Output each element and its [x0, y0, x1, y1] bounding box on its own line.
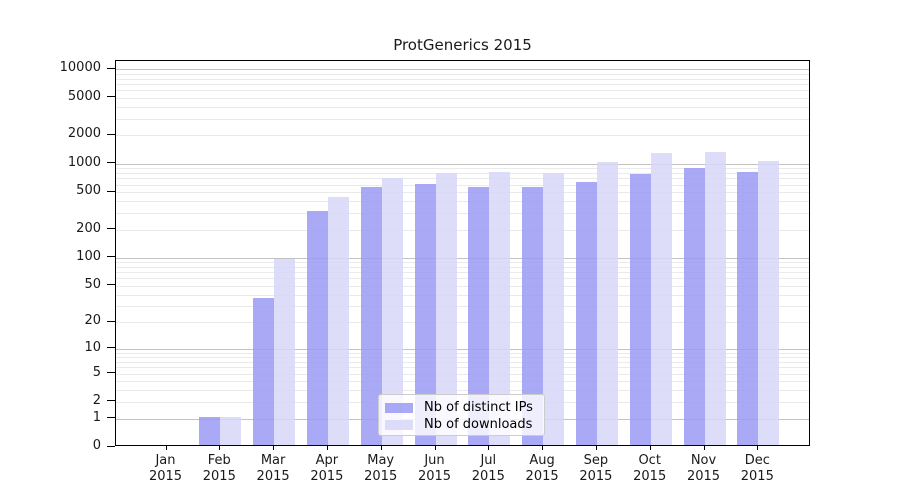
y-tick-label: 2000: [67, 126, 101, 142]
x-tick-label: Nov 2015: [686, 453, 721, 484]
y-tick-mark: [107, 417, 115, 419]
y-tick-label: 5000: [67, 88, 101, 104]
y-tick-label: 0: [92, 438, 101, 453]
y-tick-mark: [107, 320, 115, 322]
y-tick-label: 50: [84, 276, 101, 292]
bar-oct-downloads: [650, 153, 672, 445]
y-tick-label: 100: [76, 248, 101, 264]
y-tick-label: 1: [92, 409, 101, 425]
x-tick-label: May 2015: [364, 453, 398, 484]
x-tick-label: Jul 2015: [471, 453, 505, 484]
x-tick-mark: [703, 446, 705, 450]
x-tick-label: Sep 2015: [579, 453, 613, 484]
x-tick-mark: [219, 446, 221, 450]
bar-sep-downloads: [596, 161, 618, 445]
y-tick-mark: [107, 400, 115, 402]
bar-oct-ips: [629, 173, 651, 445]
y-tick-mark: [107, 284, 115, 286]
bar-dec-downloads: [758, 160, 780, 445]
bar-nov-downloads: [704, 151, 726, 445]
bar-feb-downloads: [220, 416, 242, 445]
x-tick-label: Aug 2015: [525, 453, 559, 484]
y-tick-mark: [107, 67, 115, 69]
x-tick-label: Oct 2015: [633, 453, 667, 484]
minor-gridline: [116, 90, 809, 92]
x-tick-mark: [757, 446, 759, 450]
bar-mar-ips: [253, 298, 275, 445]
x-tick-mark: [434, 446, 436, 450]
x-tick-label: Feb 2015: [202, 453, 236, 484]
x-tick-mark: [326, 446, 328, 450]
major-gridline: [116, 69, 809, 71]
legend-label: Nb of distinct IPs: [424, 400, 533, 415]
legend-item: Nb of downloads: [385, 416, 544, 433]
y-tick-mark: [107, 96, 115, 98]
legend: Nb of distinct IPs Nb of downloads: [378, 394, 545, 436]
y-tick-label: 200: [76, 220, 101, 236]
x-tick-label: Jun 2015: [417, 453, 452, 484]
x-tick-mark: [542, 446, 544, 450]
bar-jul-ips: [468, 186, 490, 445]
y-tick-mark: [107, 190, 115, 192]
x-tick-mark: [273, 446, 275, 450]
y-tick-mark: [107, 372, 115, 374]
y-tick-mark: [107, 162, 115, 164]
minor-gridline: [116, 118, 809, 120]
y-tick-mark: [107, 228, 115, 230]
minor-gridline: [116, 73, 809, 75]
y-tick-mark: [107, 256, 115, 258]
x-tick-label: Dec 2015: [740, 453, 774, 484]
bar-may-ips: [360, 186, 382, 445]
minor-gridline: [116, 106, 809, 108]
y-tick-label: 2: [92, 392, 101, 408]
minor-gridline: [116, 83, 809, 85]
x-tick-label: Mar 2015: [256, 453, 290, 484]
y-tick-label: 20: [84, 313, 101, 329]
x-tick-mark: [380, 446, 382, 450]
minor-gridline: [116, 78, 809, 80]
bar-aug-ips: [522, 186, 544, 445]
x-tick-label: Apr 2015: [310, 453, 344, 484]
y-tick-label: 5: [92, 364, 101, 380]
y-tick-mark: [107, 347, 115, 349]
y-tick-mark: [107, 133, 115, 135]
minor-gridline: [116, 135, 809, 137]
bar-apr-downloads: [327, 197, 349, 445]
x-tick-mark: [649, 446, 651, 450]
legend-label: Nb of downloads: [424, 417, 533, 432]
bar-nov-ips: [683, 168, 705, 445]
legend-swatch-ips: [385, 402, 413, 413]
y-tick-label: 10: [84, 339, 101, 355]
bar-feb-ips: [199, 416, 221, 445]
y-tick-label: 500: [76, 183, 101, 199]
y-tick-mark: [107, 445, 115, 447]
bar-jun-downloads: [435, 173, 457, 445]
y-tick-label: 1000: [67, 154, 101, 170]
bar-mar-downloads: [274, 259, 296, 445]
bar-jul-downloads: [489, 172, 511, 445]
x-tick-label: Jan 2015: [148, 453, 183, 484]
x-tick-mark: [488, 446, 490, 450]
x-tick-mark: [595, 446, 597, 450]
bar-dec-ips: [737, 172, 759, 445]
bar-jun-ips: [414, 184, 436, 445]
bar-aug-downloads: [543, 173, 565, 445]
y-tick-label: 10000: [59, 60, 101, 76]
legend-swatch-downloads: [385, 419, 413, 430]
bar-apr-ips: [306, 211, 328, 445]
plot-area: [115, 60, 810, 446]
bar-sep-ips: [575, 182, 597, 445]
minor-gridline: [116, 97, 809, 99]
chart-title: ProtGenerics 2015: [393, 36, 532, 54]
x-tick-mark: [165, 446, 167, 450]
legend-item: Nb of distinct IPs: [385, 399, 544, 416]
bar-may-downloads: [381, 177, 403, 445]
